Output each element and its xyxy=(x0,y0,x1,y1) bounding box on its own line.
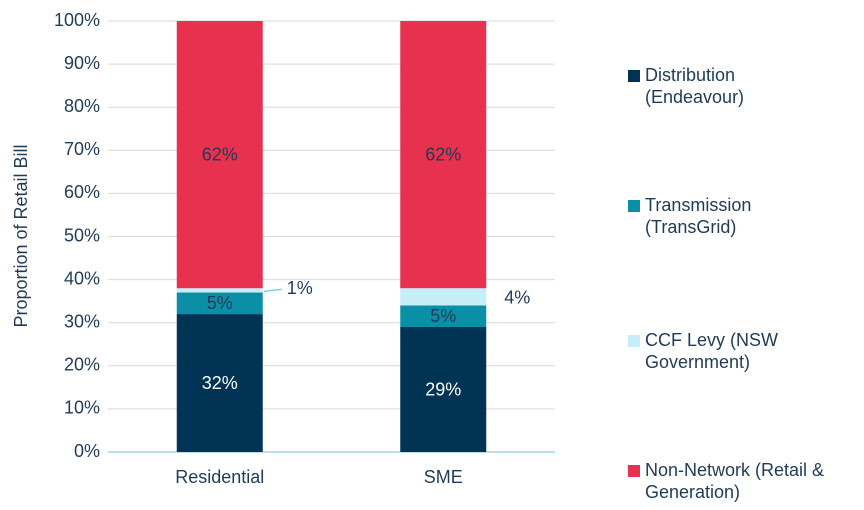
x-tick-label: Residential xyxy=(175,467,264,487)
data-label: 5% xyxy=(430,306,456,326)
y-tick-label: 90% xyxy=(64,53,100,73)
legend-swatch xyxy=(628,70,640,82)
chart: Proportion of Retail Bill 0% 10% 20% 30% 40%… xyxy=(11,10,555,487)
data-label: 4% xyxy=(504,288,530,308)
bar-segment xyxy=(400,305,487,328)
leader-line xyxy=(263,288,282,293)
y-tick-label: 70% xyxy=(64,139,100,159)
bar-segment xyxy=(176,288,263,293)
data-label: 32% xyxy=(202,373,238,393)
data-label: 1% xyxy=(287,278,313,298)
data-label: 62% xyxy=(425,144,461,164)
data-label: 29% xyxy=(425,379,461,399)
legend-item: Distribution (Endeavour) xyxy=(628,64,825,108)
legend-item: CCF Levy (NSW Government) xyxy=(628,329,825,373)
bar-segment xyxy=(176,21,263,289)
legend-label: CCF Levy (NSW Government) xyxy=(645,330,779,372)
bar-segment xyxy=(176,292,263,315)
bar-segment xyxy=(176,314,263,452)
legend-item: Transmission (TransGrid) xyxy=(628,194,825,238)
y-tick-label: 100% xyxy=(54,10,100,30)
y-tick-label: 40% xyxy=(64,268,100,288)
legend-label: Non-Network (Retail & Generation) xyxy=(645,460,825,502)
legend-swatch xyxy=(628,200,640,212)
y-tick-label: 30% xyxy=(64,311,100,331)
data-label: 62% xyxy=(202,144,238,164)
y-axis-label: Proportion of Retail Bill xyxy=(11,144,31,327)
y-tick-label: 10% xyxy=(64,398,100,418)
legend: Distribution (Endeavour) Transmission (Tr… xyxy=(628,0,864,510)
legend-item: Non-Network (Retail & Generation) xyxy=(628,459,825,503)
bar-segment xyxy=(400,288,487,306)
y-tick-label: 50% xyxy=(64,225,100,245)
data-label: 5% xyxy=(207,293,233,313)
y-tick-label: 80% xyxy=(64,96,100,116)
legend-label: Distribution (Endeavour) xyxy=(645,65,745,107)
y-tick-label: 60% xyxy=(64,182,100,202)
x-tick-label: SME xyxy=(424,467,463,487)
bar-segment xyxy=(400,327,487,452)
legend-label: Transmission (TransGrid) xyxy=(645,195,752,237)
legend-swatch xyxy=(628,465,640,477)
bar-segment xyxy=(400,21,487,289)
y-tick-label: 20% xyxy=(64,355,100,375)
y-tick-label: 0% xyxy=(74,441,100,461)
legend-swatch xyxy=(628,335,640,347)
